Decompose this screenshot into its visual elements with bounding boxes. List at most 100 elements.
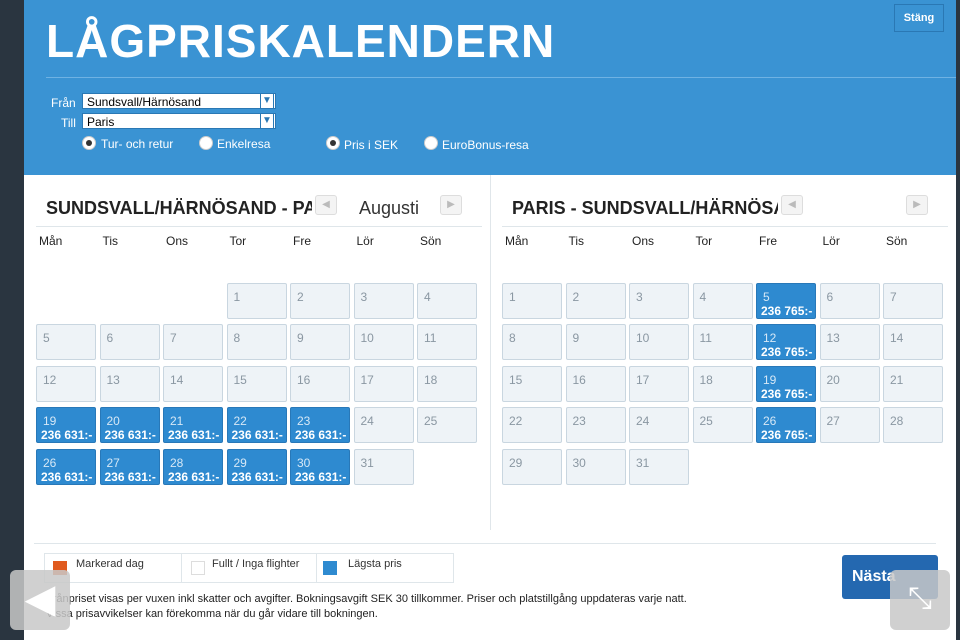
day-cell[interactable]: 13: [99, 365, 160, 402]
note: Frånpriset visas per vuxen inkl skatter …: [46, 593, 687, 605]
day-price: 236 631:-: [168, 428, 220, 443]
weekday: Ons: [632, 234, 655, 248]
day-cell[interactable]: 14: [883, 324, 943, 361]
dropdown-icon[interactable]: ▼: [260, 93, 274, 109]
day-number: 1: [509, 290, 516, 304]
day-cell[interactable]: 10: [629, 324, 689, 361]
day-cell[interactable]: 3: [353, 283, 414, 319]
day-cell[interactable]: 17: [629, 365, 689, 402]
day-number: 14: [170, 372, 184, 387]
day-cell[interactable]: 10: [353, 324, 414, 361]
to-select[interactable]: Paris: [82, 113, 276, 129]
day-number: 13: [106, 372, 120, 387]
day-number: 12: [763, 331, 777, 346]
day-number: 2: [297, 290, 304, 304]
day-cell[interactable]: 14: [163, 365, 223, 402]
day-number: 21: [890, 372, 904, 387]
prev-month[interactable]: ◀: [315, 195, 337, 215]
weekday: Ons: [166, 234, 189, 248]
day-cell[interactable]: 23 236 631:-: [290, 407, 350, 444]
day-cell[interactable]: 20 236 631:-: [99, 407, 160, 444]
day-cell[interactable]: 28: [883, 407, 943, 444]
day-cell[interactable]: 9: [290, 324, 350, 361]
radio[interactable]: [199, 136, 213, 150]
day-cell[interactable]: 18: [417, 365, 477, 402]
day-number: 8: [233, 331, 241, 346]
divider: [181, 554, 182, 582]
day-cell[interactable]: 7: [883, 283, 943, 319]
day-cell[interactable]: 27 236 631:-: [99, 448, 160, 485]
day-cell[interactable]: 1: [502, 283, 562, 319]
day-cell[interactable]: 19 236 631:-: [36, 407, 96, 444]
back-overlay[interactable]: ◀: [10, 570, 70, 630]
day-cell[interactable]: 22 236 631:-: [226, 407, 287, 444]
day-cell[interactable]: 7: [163, 324, 223, 361]
day-cell[interactable]: 29 236 631:-: [226, 448, 287, 485]
day-cell[interactable]: 19 236 765:-: [756, 365, 816, 402]
day-cell[interactable]: 3: [629, 283, 689, 319]
day-cell[interactable]: 4: [692, 283, 753, 319]
day-cell[interactable]: 25: [692, 407, 753, 444]
weekday: Lör: [356, 234, 374, 248]
next-month[interactable]: ▶: [440, 195, 462, 215]
weekday: Fre: [759, 234, 777, 248]
day-cell[interactable]: 25: [417, 407, 477, 444]
day-price: 236 765:-: [761, 386, 813, 401]
day-cell[interactable]: 22: [502, 407, 562, 444]
close-button[interactable]: Stäng: [894, 4, 944, 32]
day-number: 13: [826, 331, 840, 346]
day-cell[interactable]: 28 236 631:-: [163, 448, 223, 485]
day-cell[interactable]: 13: [819, 324, 880, 361]
day-cell[interactable]: 6: [99, 324, 160, 361]
day-cell[interactable]: 8: [226, 324, 287, 361]
day-cell[interactable]: 30 236 631:-: [290, 448, 350, 485]
day-cell[interactable]: 20: [819, 365, 880, 402]
day-cell[interactable]: 8: [502, 324, 562, 361]
day-cell[interactable]: 21: [883, 365, 943, 402]
day-cell[interactable]: 6: [819, 283, 880, 319]
day-number: 4: [424, 290, 431, 304]
day-cell[interactable]: 15: [226, 365, 287, 402]
day-cell[interactable]: 11: [417, 324, 477, 361]
day-cell[interactable]: 12: [36, 365, 96, 402]
day-cell[interactable]: 16: [290, 365, 350, 402]
day-cell[interactable]: 29: [502, 448, 562, 485]
day-cell[interactable]: 2: [290, 283, 350, 319]
day-cell[interactable]: 18: [692, 365, 753, 402]
day-cell[interactable]: 24: [629, 407, 689, 444]
day-cell[interactable]: 1: [226, 283, 287, 319]
weekday: Tis: [568, 234, 585, 248]
prev-month[interactable]: ◀: [781, 195, 803, 215]
day-cell[interactable]: 24: [353, 407, 414, 444]
day-cell[interactable]: 15: [502, 365, 562, 402]
day-cell[interactable]: 5: [36, 324, 96, 361]
day-cell[interactable]: 30: [565, 448, 626, 485]
day-cell[interactable]: 4: [417, 283, 477, 319]
day-cell[interactable]: 9: [565, 324, 626, 361]
radio[interactable]: [82, 136, 96, 150]
radio[interactable]: [326, 136, 340, 150]
resize-overlay[interactable]: ⤡: [890, 570, 950, 630]
day-cell[interactable]: 16: [565, 365, 626, 402]
dropdown-icon[interactable]: ▼: [260, 113, 274, 129]
day-cell[interactable]: 5 236 765:-: [756, 283, 816, 319]
day-cell[interactable]: 17: [353, 365, 414, 402]
day-cell[interactable]: 21 236 631:-: [163, 407, 223, 444]
day-number: 2: [572, 290, 580, 304]
from-select[interactable]: Sundsvall/Härnösand: [82, 93, 276, 109]
radio[interactable]: [424, 136, 438, 150]
day-cell[interactable]: 26 236 631:-: [36, 448, 96, 485]
weekday: Tor: [229, 234, 247, 248]
day-cell[interactable]: 27: [819, 407, 880, 444]
day-cell[interactable]: 26 236 765:-: [756, 407, 816, 444]
next-month[interactable]: ▶: [906, 195, 928, 215]
day-cell[interactable]: 23: [565, 407, 626, 444]
day-number: 4: [699, 290, 707, 304]
day-number: 29: [509, 455, 523, 470]
day-cell[interactable]: 11: [692, 324, 753, 361]
day-cell[interactable]: 31: [353, 448, 414, 485]
day-cell[interactable]: 12 236 765:-: [756, 324, 816, 361]
day-cell[interactable]: 2: [565, 283, 626, 319]
day-cell[interactable]: 31: [629, 448, 689, 485]
day-number: 9: [572, 331, 580, 346]
